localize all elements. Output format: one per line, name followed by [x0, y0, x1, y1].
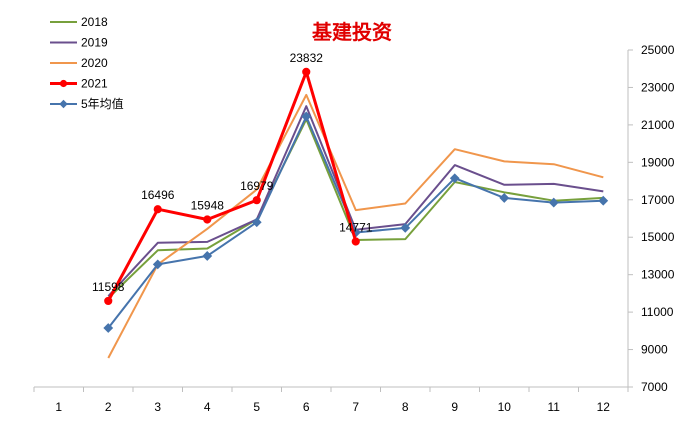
data-label: 16496 — [141, 188, 175, 202]
data-label: 14771 — [339, 221, 373, 235]
x-tick-label: 11 — [548, 400, 561, 414]
series-layer — [103, 67, 609, 359]
series-5-point — [103, 323, 114, 333]
series-4-point — [302, 67, 311, 76]
x-tick-label: 12 — [597, 400, 611, 414]
legend-item: 2019 — [50, 36, 108, 50]
series-5-point — [400, 222, 411, 233]
y-tick-label: 11000 — [641, 305, 674, 319]
legend-label: 2018 — [81, 15, 108, 29]
y-tick-label: 9000 — [641, 343, 668, 357]
y-tick-label: 19000 — [641, 155, 675, 169]
data-label: 16979 — [240, 179, 274, 193]
x-tick-label: 4 — [204, 400, 211, 414]
chart-title: 基建投资 — [312, 20, 392, 44]
x-tick-label: 7 — [352, 400, 359, 414]
y-tick-label: 15000 — [641, 230, 675, 244]
y-tick-label: 7000 — [641, 380, 668, 394]
series-4-point — [351, 237, 360, 246]
series-5-point — [598, 195, 609, 206]
x-tick-label: 10 — [498, 400, 512, 414]
legend-label: 5年均值 — [81, 96, 124, 111]
series-4-point — [104, 296, 113, 306]
legend-label: 2021 — [81, 77, 108, 91]
series-3 — [107, 93, 604, 359]
x-tick-label: 8 — [402, 400, 409, 414]
legend-label: 2020 — [81, 56, 108, 70]
data-label: 15948 — [191, 198, 225, 212]
x-tick-label: 6 — [303, 400, 310, 414]
series-5 — [103, 111, 609, 333]
y-tick-label: 17000 — [641, 193, 675, 207]
axes: 1 2 3 4 5 6 7 8 9 10 11 127000900011000130001500017… — [33, 43, 675, 414]
series-4-line — [106, 70, 358, 302]
x-tick-label: 9 — [451, 400, 458, 414]
y-tick-label: 25000 — [641, 43, 675, 57]
legend-item: 5年均值 — [50, 96, 124, 111]
legend: 2018 2019 2020 2021 5年均值 — [50, 15, 124, 111]
series-5-point — [251, 217, 262, 228]
series-4 — [104, 67, 360, 306]
series-5-point — [499, 192, 510, 203]
legend-item: 2021 — [50, 77, 108, 91]
y-tick-label: 23000 — [641, 80, 675, 94]
data-label: 23832 — [290, 51, 324, 65]
data-label: 11598 — [92, 280, 125, 294]
x-tick-label: 5 — [253, 400, 260, 414]
series-5-point — [301, 111, 312, 122]
series-5-point — [449, 173, 460, 184]
x-tick-label: 1 — [55, 400, 62, 414]
legend-marker — [59, 99, 68, 109]
x-tick-label: 3 — [154, 400, 161, 414]
legend-item: 2020 — [50, 56, 108, 70]
legend-item: 2018 — [50, 15, 108, 29]
series-4-point — [252, 196, 261, 205]
series-3-line — [107, 93, 604, 359]
series-4-point — [153, 205, 162, 214]
series-5-point — [548, 197, 559, 208]
series-5-point — [152, 259, 163, 270]
data-labels: 11598 16496 15948 16979 23832 14771 — [92, 51, 373, 294]
y-tick-label: 21000 — [641, 118, 675, 132]
legend-marker — [59, 79, 68, 88]
y-tick-label: 13000 — [641, 268, 675, 282]
series-5-point — [202, 251, 213, 261]
series-4-point — [203, 215, 212, 224]
x-tick-label: 2 — [105, 400, 112, 414]
legend-label: 2019 — [81, 36, 108, 50]
